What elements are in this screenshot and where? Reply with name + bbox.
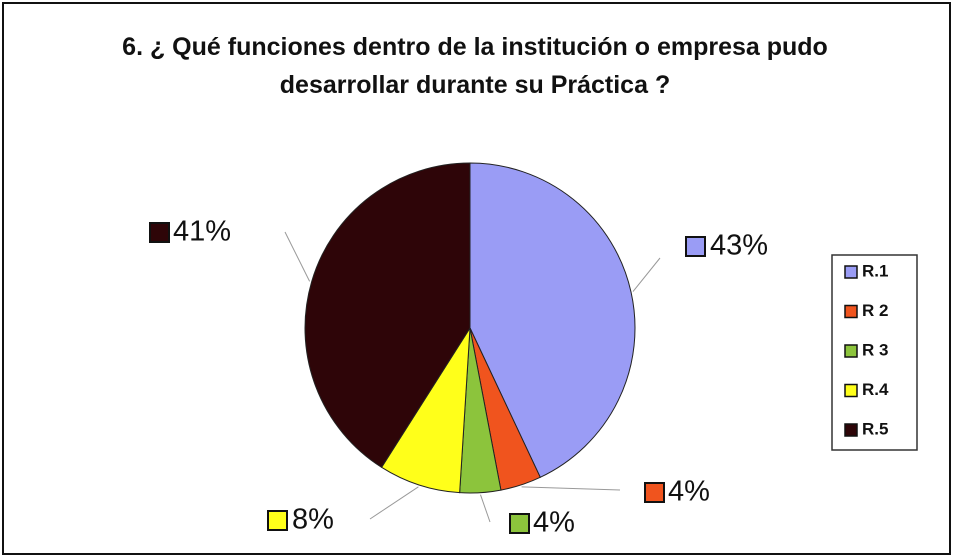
label-swatch [685, 236, 706, 257]
label-swatch [149, 222, 170, 243]
leader-line [369, 486, 419, 520]
leader-line [480, 494, 491, 523]
leader-line [521, 486, 621, 491]
legend-label: R.5 [862, 419, 888, 438]
label-swatch [509, 513, 530, 534]
data-label: 4% [668, 476, 710, 508]
data-label: 43% [710, 230, 768, 262]
legend-label: R 2 [862, 301, 888, 320]
legend-swatch [844, 383, 858, 398]
chart-title: 6. ¿ Qué funciones dentro de la instituc… [122, 33, 828, 99]
data-label: 41% [173, 216, 231, 248]
legend-label: R.1 [862, 261, 888, 280]
legend-label: R.4 [862, 380, 889, 399]
label-swatch [644, 482, 665, 503]
leader-line [632, 257, 661, 292]
data-label: 8% [292, 504, 334, 536]
legend-swatch [844, 265, 858, 279]
pie-slice [469, 162, 636, 478]
legend-swatch [844, 423, 858, 437]
legend-swatch [844, 344, 858, 358]
legend-box [831, 254, 918, 451]
legend-swatch [844, 304, 858, 319]
label-swatch [267, 510, 288, 531]
data-label: 4% [533, 507, 575, 539]
leader-line [284, 231, 311, 282]
legend-label: R 3 [862, 340, 888, 359]
pie-slice [304, 162, 471, 469]
